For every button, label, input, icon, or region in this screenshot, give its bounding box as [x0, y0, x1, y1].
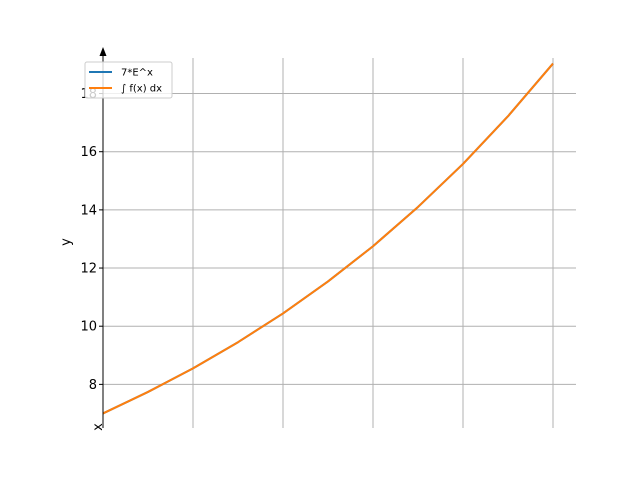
y-tick-label-2: 12 — [80, 262, 97, 277]
y-axis-label: y — [59, 238, 74, 246]
legend-label-0: 7*E^x — [121, 68, 153, 79]
y-gridlines — [103, 93, 576, 385]
y-axis-arrow — [99, 47, 107, 56]
x-gridlines — [192, 58, 554, 428]
y-tick-label-4: 16 — [80, 145, 97, 160]
y-tick-label-0: 8 — [89, 378, 97, 393]
axes — [99, 47, 107, 428]
y-tick-label-1: 10 — [80, 320, 97, 335]
y-tick-label-3: 14 — [80, 203, 97, 218]
legend: 7*E^x ∫ f(x) dx — [84, 61, 173, 99]
x-axis-label: x — [91, 423, 106, 431]
legend-label-1: ∫ f(x) dx — [121, 84, 162, 95]
series-line-1 — [102, 62, 554, 415]
series-lines — [102, 62, 554, 415]
